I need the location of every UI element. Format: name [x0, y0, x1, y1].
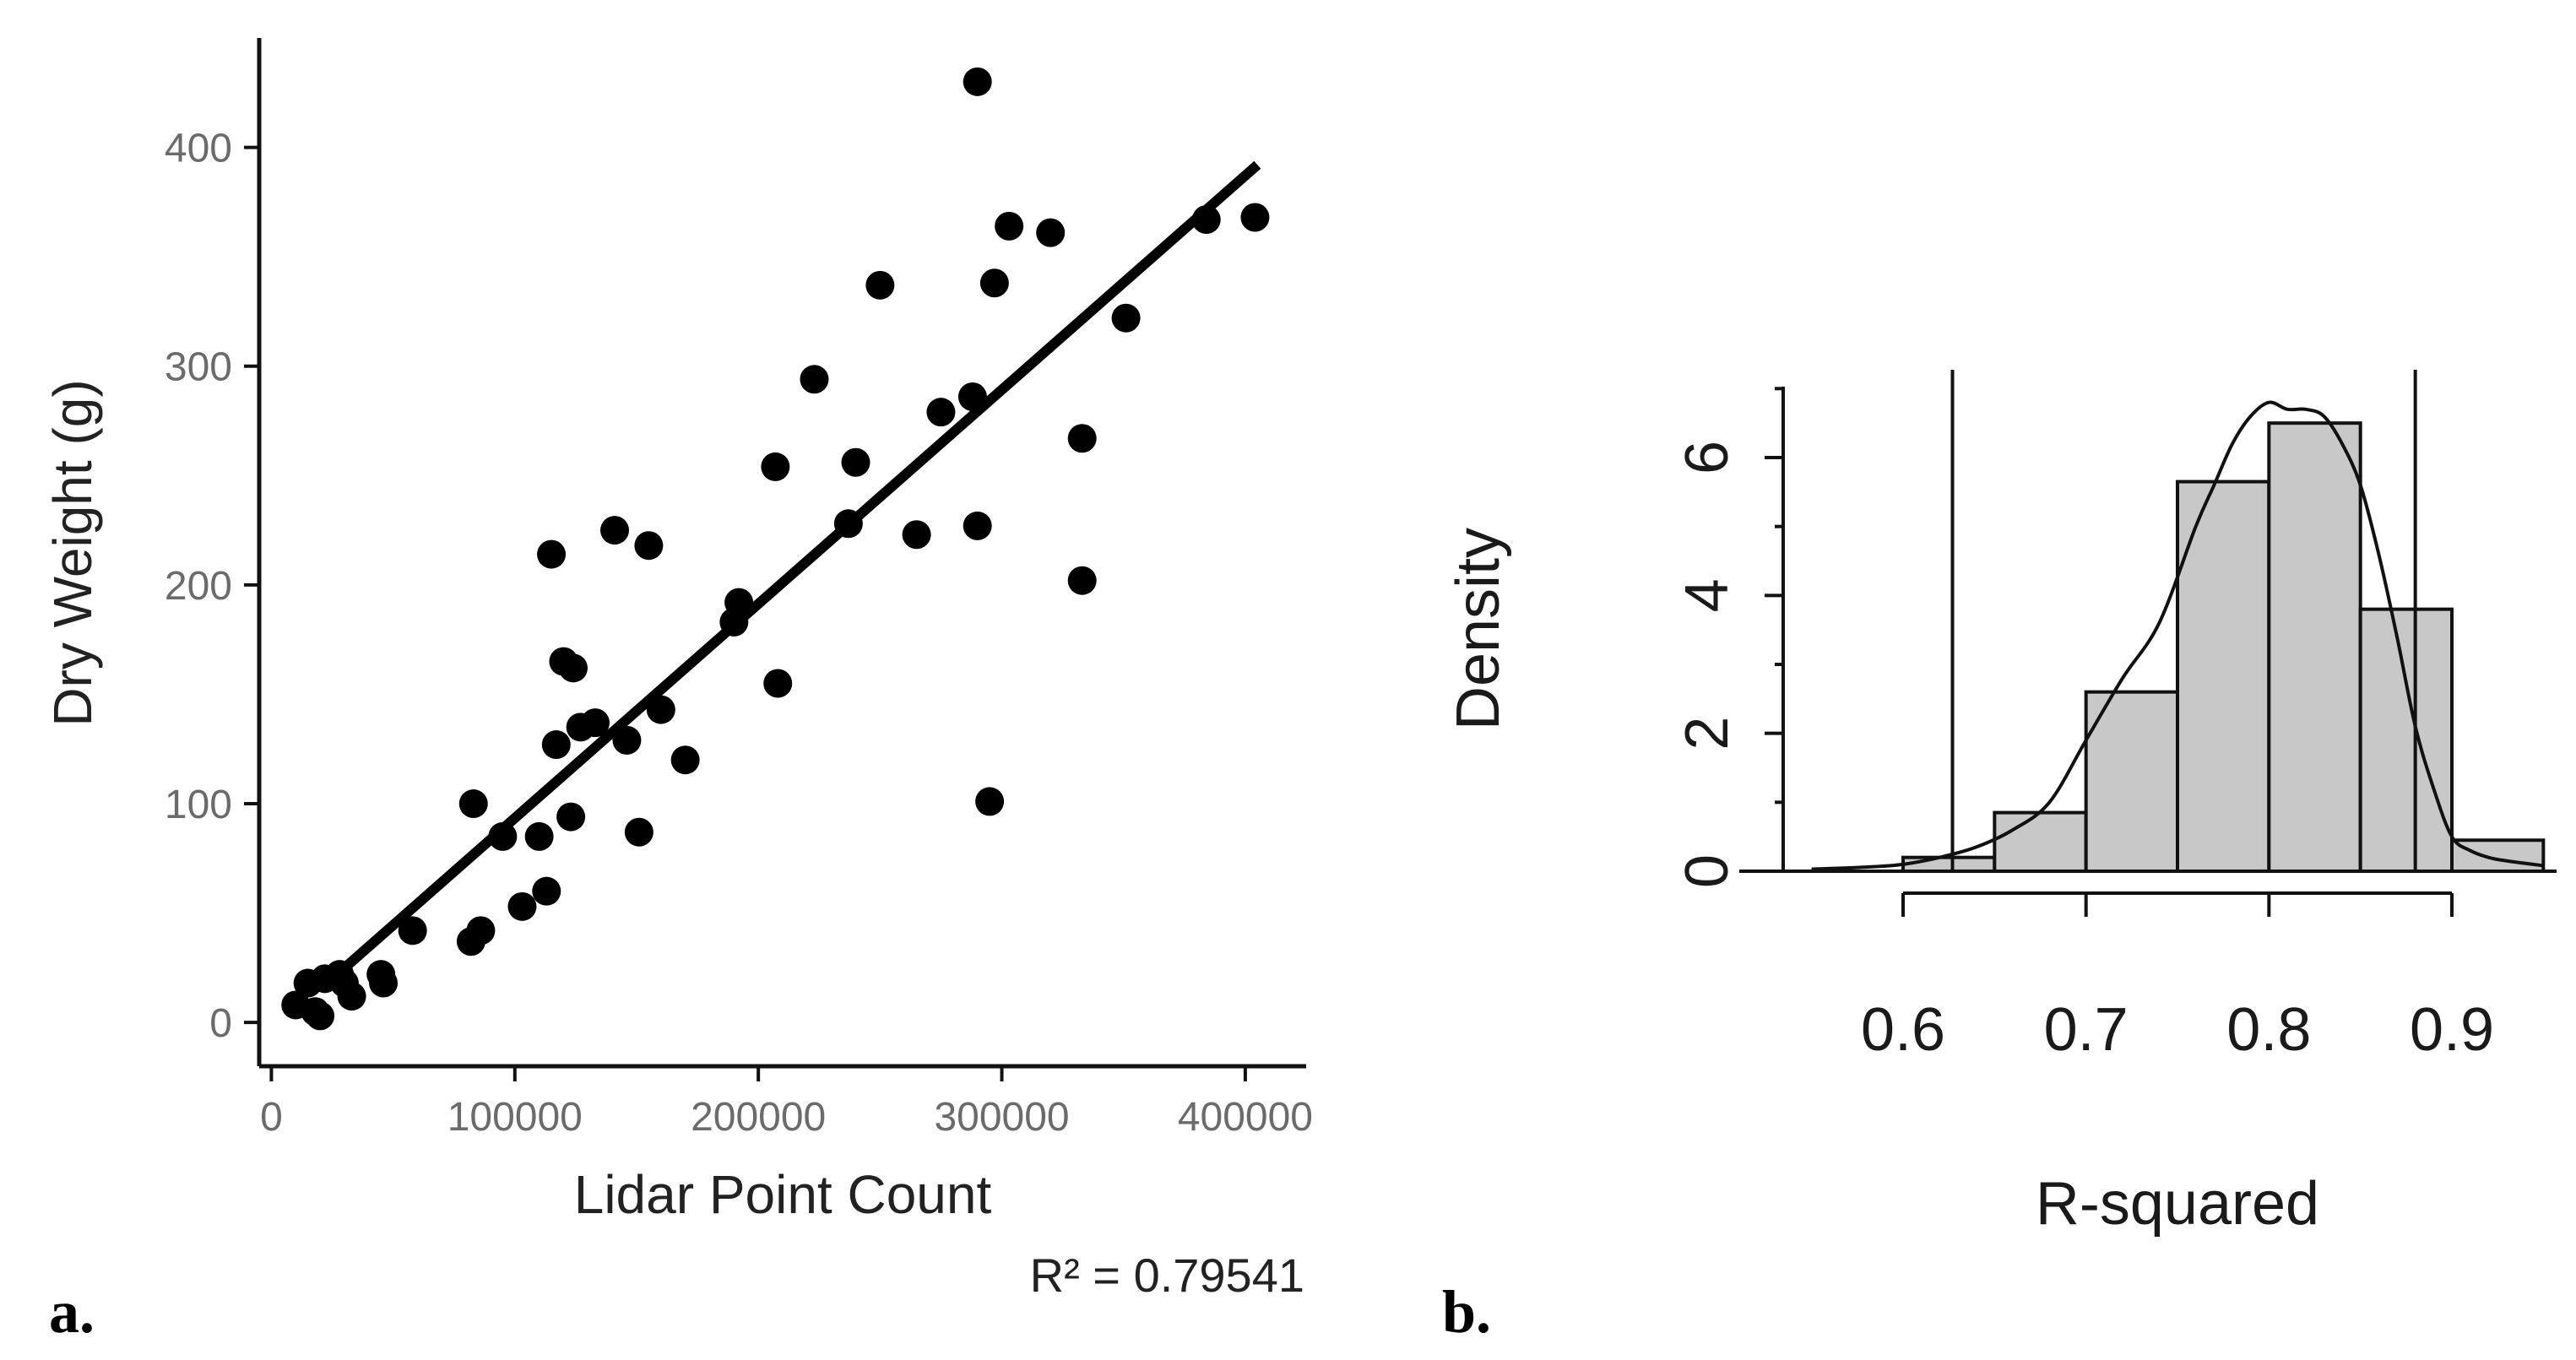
a-y-tick-label: 200	[165, 564, 232, 609]
b-y-tick-label: 6	[1673, 441, 1741, 474]
b-histogram-bar	[2450, 838, 2546, 873]
a-data-point	[398, 916, 427, 945]
a-data-point	[926, 398, 956, 427]
a-x-axis-title: Lidar Point Count	[574, 1164, 992, 1225]
a-data-point	[1111, 303, 1141, 333]
b-y-tick-label: 2	[1673, 717, 1741, 750]
a-data-point	[1240, 203, 1270, 232]
a-data-point	[466, 916, 496, 945]
a-data-point	[556, 802, 586, 832]
a-data-point	[369, 968, 399, 998]
b-x-tick-label: 0.6	[1861, 996, 1945, 1064]
a-data-point	[1067, 566, 1097, 595]
a-r-squared-annotation: R² = 0.79541	[1030, 1249, 1304, 1302]
a-data-point	[612, 725, 642, 755]
a-data-point	[1036, 218, 1066, 247]
a-x-tick-label: 100000	[447, 1095, 583, 1140]
a-data-point	[902, 520, 931, 550]
a-x-tick-label: 300000	[934, 1095, 1069, 1140]
a-data-point	[524, 821, 554, 851]
b-histogram-bar	[2267, 421, 2362, 873]
a-data-point	[841, 447, 870, 477]
b-histogram-bar	[2084, 690, 2180, 874]
a-data-point	[763, 669, 793, 698]
a-data-point	[761, 452, 790, 481]
a-y-tick-label: 0	[209, 1001, 232, 1046]
a-data-point	[963, 67, 992, 96]
a-x-tick-label: 200000	[691, 1095, 826, 1140]
a-data-point	[306, 1001, 335, 1031]
a-data-point	[1067, 424, 1097, 453]
b-x-tick-label: 0.8	[2226, 996, 2311, 1064]
a-data-point	[670, 745, 700, 775]
a-data-point	[963, 511, 992, 540]
a-data-point	[337, 982, 366, 1011]
a-y-tick-label: 400	[165, 127, 232, 171]
a-data-point	[580, 708, 610, 738]
a-data-point	[600, 516, 630, 545]
panel-b-histogram: 0 2 4 6 0.6 0.7 0.8 0.9 R-squared Density b.	[1442, 370, 2557, 1346]
b-y-tick-label: 0	[1673, 854, 1741, 888]
a-x-tick-label: 400000	[1178, 1095, 1313, 1140]
b-y-tick-label: 4	[1673, 578, 1741, 612]
a-data-point	[532, 876, 561, 906]
b-histogram-bar	[1901, 855, 1997, 874]
a-data-point	[537, 539, 567, 569]
a-data-point	[975, 787, 1005, 816]
a-y-axis-title: Dry Weight (g)	[42, 379, 103, 726]
a-data-point	[624, 817, 653, 847]
a-x-tick-label: 0	[260, 1095, 283, 1140]
a-y-tick-label: 100	[165, 783, 232, 827]
a-panel-label: a.	[49, 1278, 95, 1346]
b-y-axis-title: Density	[1445, 528, 1512, 730]
b-density-curve	[1811, 400, 2544, 871]
a-data-point	[634, 531, 664, 561]
a-data-point	[995, 211, 1024, 241]
a-data-point	[507, 891, 537, 921]
b-histogram-bar	[2358, 607, 2454, 874]
a-data-point	[865, 270, 895, 300]
a-data-point	[979, 268, 1009, 298]
a-y-tick-label: 300	[165, 345, 232, 390]
b-x-tick-label: 0.7	[2044, 996, 2129, 1064]
a-data-point	[541, 730, 571, 760]
a-data-point	[559, 653, 588, 683]
a-regression-line	[328, 160, 1261, 983]
a-data-point	[800, 365, 829, 394]
a-data-point	[458, 789, 488, 819]
b-x-tick-label: 0.9	[2410, 996, 2494, 1064]
b-x-axis-title: R-squared	[2036, 1170, 2319, 1238]
b-histogram-bar	[1993, 810, 2088, 873]
b-panel-label: b.	[1442, 1278, 1491, 1346]
b-histogram-bar	[2176, 480, 2271, 873]
